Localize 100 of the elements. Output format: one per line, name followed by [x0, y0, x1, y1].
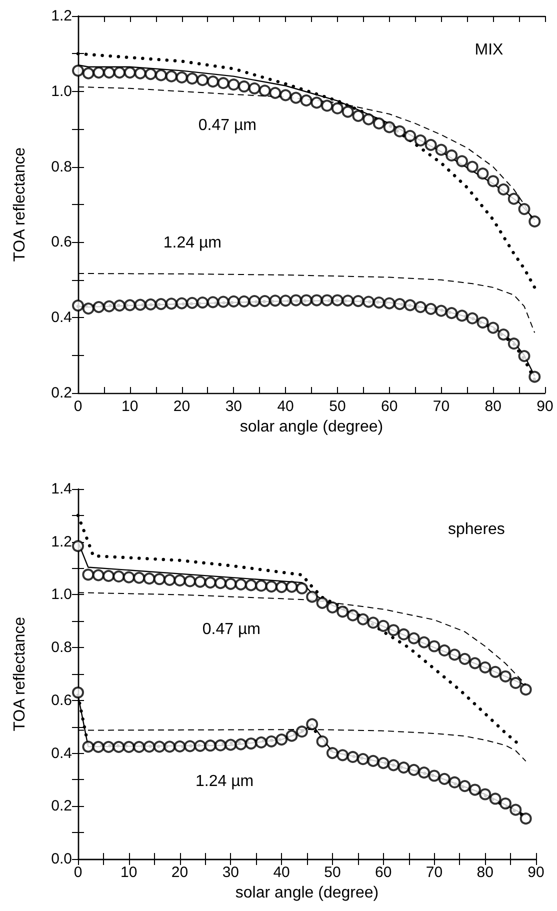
point	[388, 759, 400, 772]
point	[518, 350, 530, 362]
point	[458, 780, 471, 792]
point	[134, 67, 146, 80]
point	[238, 80, 250, 92]
point	[356, 753, 369, 766]
point	[456, 310, 468, 322]
y-tick-label: 1.2	[51, 533, 72, 550]
point	[346, 609, 359, 622]
point	[196, 74, 209, 86]
point	[276, 581, 288, 594]
y-tick-label: 1.0	[51, 586, 72, 604]
point	[248, 82, 260, 94]
point	[300, 294, 312, 306]
point	[176, 71, 188, 84]
point	[489, 792, 502, 805]
point	[508, 192, 520, 205]
point	[143, 740, 156, 753]
point	[408, 632, 420, 644]
point	[184, 575, 196, 588]
point	[528, 370, 541, 383]
point	[228, 295, 240, 308]
point	[310, 294, 323, 306]
point	[372, 117, 385, 130]
point	[487, 322, 500, 334]
point	[112, 740, 125, 753]
annotation: 0.47 µm	[198, 117, 257, 134]
point	[153, 740, 166, 753]
x-tick-label: 10	[122, 398, 138, 415]
point	[438, 772, 450, 785]
x-tick-label: 0	[74, 864, 82, 881]
x-tick-label: 60	[380, 398, 398, 415]
point	[466, 312, 478, 324]
point	[184, 740, 196, 752]
point	[331, 102, 344, 114]
point	[103, 300, 116, 312]
point	[316, 735, 328, 748]
point	[499, 798, 512, 810]
point	[112, 570, 125, 582]
point	[134, 298, 146, 311]
point	[92, 569, 104, 582]
point	[206, 296, 219, 308]
x-tick-label: 50	[329, 398, 346, 415]
x-tick-label: 30	[225, 398, 242, 415]
point	[414, 134, 426, 146]
x-tick-label: 60	[374, 864, 392, 881]
point	[164, 740, 176, 753]
point	[286, 580, 298, 593]
point	[194, 576, 206, 588]
point	[310, 96, 323, 109]
point	[388, 624, 400, 636]
x-tick-label: 30	[222, 864, 240, 881]
point	[394, 298, 406, 310]
point	[265, 735, 278, 748]
point	[204, 576, 216, 589]
point	[102, 740, 115, 753]
x-tick-label: 40	[277, 398, 294, 415]
point	[377, 757, 390, 770]
point	[72, 64, 84, 77]
point	[518, 203, 530, 216]
point	[92, 301, 105, 314]
point	[468, 657, 481, 670]
point	[367, 754, 380, 767]
point	[224, 738, 237, 751]
point	[448, 648, 461, 661]
y-axis-title: TOA reflectance	[12, 616, 28, 732]
point	[174, 574, 186, 586]
x-tick-label: 80	[476, 864, 494, 881]
point	[336, 606, 349, 618]
point	[468, 784, 481, 796]
point	[510, 804, 522, 816]
point	[165, 70, 178, 82]
point	[290, 294, 302, 306]
point	[372, 296, 385, 309]
point	[487, 175, 500, 188]
point	[306, 590, 318, 603]
annotation: 1.24 µm	[163, 234, 222, 252]
point	[228, 78, 240, 91]
point	[356, 613, 369, 626]
x-tick-label: 90	[528, 864, 544, 881]
y-tick-label: 0.6	[51, 234, 72, 251]
point	[326, 747, 338, 760]
y-tick-label: 1.4	[51, 480, 72, 498]
x-axis-title: solar angle (degree)	[235, 884, 379, 902]
x-tick-label: 70	[426, 864, 443, 881]
point	[269, 294, 282, 307]
x-tick-label: 20	[173, 398, 190, 415]
point	[476, 168, 489, 180]
point	[82, 740, 94, 753]
point	[342, 106, 354, 118]
point	[296, 726, 308, 738]
point	[456, 155, 468, 168]
point	[290, 92, 302, 104]
point	[499, 670, 512, 682]
point	[155, 69, 168, 82]
point	[214, 577, 226, 590]
point	[424, 302, 437, 315]
point	[155, 298, 168, 310]
point	[377, 620, 390, 632]
point	[316, 596, 328, 609]
